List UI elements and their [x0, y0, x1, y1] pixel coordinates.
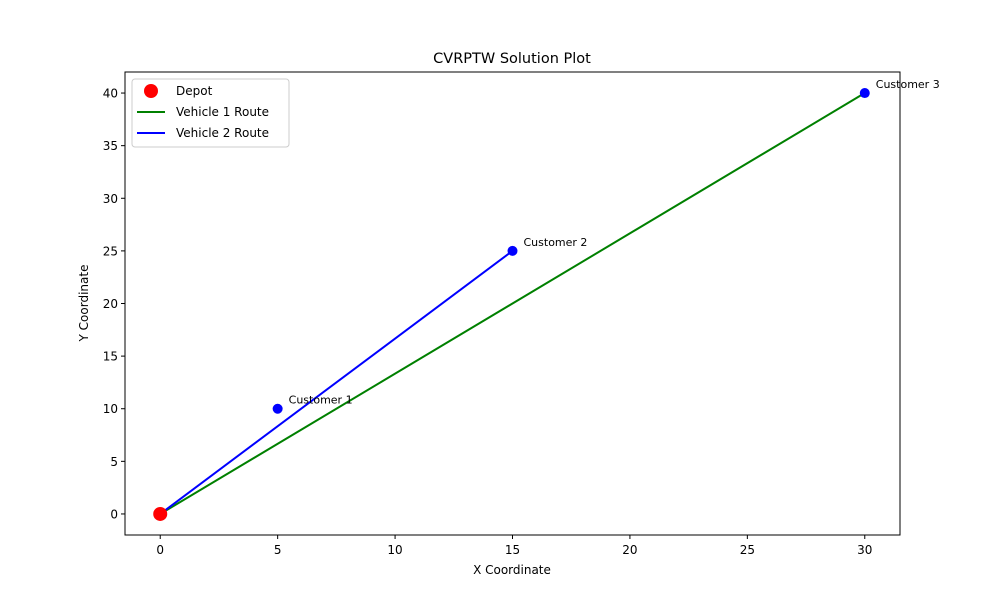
legend-depot-label: Depot — [176, 84, 213, 98]
legend: Depot Vehicle 1 Route Vehicle 2 Route — [131, 78, 290, 148]
x-tick-label: 30 — [857, 543, 872, 557]
y-tick-label: 40 — [103, 87, 118, 101]
y-tick-label: 5 — [110, 455, 118, 469]
customer-label: Customer 1 — [289, 394, 353, 407]
x-tick-label: 5 — [274, 543, 282, 557]
customer-label: Customer 2 — [524, 236, 588, 249]
y-tick-label: 15 — [103, 350, 118, 364]
x-tick-label: 25 — [740, 543, 755, 557]
y-tick-label: 25 — [103, 244, 118, 258]
y-tick-label: 0 — [110, 507, 118, 521]
x-tick-label: 20 — [622, 543, 637, 557]
plot-area: 0 5 10 15 20 25 30 0 5 10 15 20 25 30 35 40 Customer 1 Cu… — [103, 71, 940, 557]
y-tick-label: 10 — [103, 402, 118, 416]
customer-label: Customer 3 — [876, 78, 940, 91]
legend-route-label: Vehicle 2 Route — [176, 126, 269, 140]
route-line — [159, 92, 866, 515]
legend-route-label: Vehicle 1 Route — [176, 105, 269, 119]
customer-point — [272, 403, 283, 414]
y-tick-label: 35 — [103, 139, 118, 153]
customer-point — [859, 88, 870, 99]
legend-depot-marker — [144, 84, 158, 98]
chart-title: CVRPTW Solution Plot — [433, 51, 591, 67]
route-line — [159, 250, 514, 515]
x-tick-label: 0 — [156, 543, 164, 557]
legend-box — [131, 78, 290, 148]
y-tick-label: 30 — [103, 192, 118, 206]
depot-point — [153, 506, 168, 521]
x-tick-label: 15 — [505, 543, 520, 557]
x-tick-label: 10 — [387, 543, 402, 557]
y-axis-label: Y Coordinate — [77, 265, 91, 343]
customer-point — [507, 245, 518, 256]
x-axis-label: X Coordinate — [473, 563, 551, 577]
y-tick-label: 20 — [103, 297, 118, 311]
